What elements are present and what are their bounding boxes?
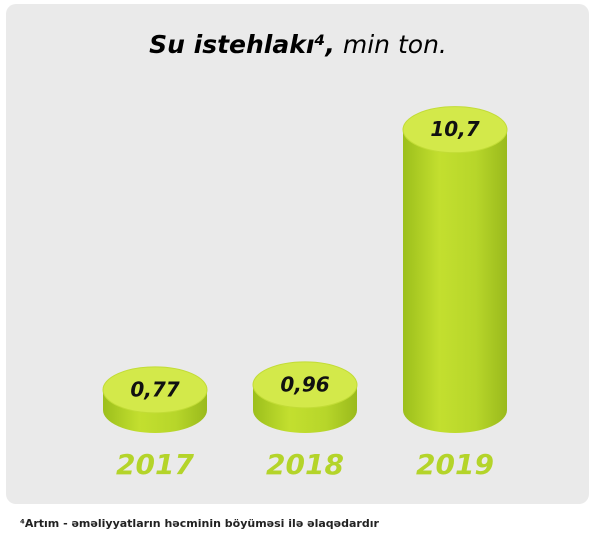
value-label: 0,96 xyxy=(280,372,329,396)
footnote: ⁴Artım - əməliyyatların həcminin böyüməs… xyxy=(20,517,379,530)
cylinder-top xyxy=(252,361,358,409)
value-label: 0,77 xyxy=(130,377,179,401)
x-tick-label: 2019 xyxy=(416,448,494,481)
value-label: 10,7 xyxy=(430,117,479,141)
title-line: Su istehlakı⁴, min ton. xyxy=(149,30,447,59)
chart-title: Su istehlakı⁴, xyxy=(149,30,335,59)
cylinder-body xyxy=(403,129,507,433)
x-tick-label: 2017 xyxy=(116,448,194,481)
cylinder-top xyxy=(402,106,508,154)
x-tick-label: 2018 xyxy=(266,448,344,481)
chart-subtitle: min ton. xyxy=(343,30,447,59)
cylinder-top xyxy=(102,366,208,414)
